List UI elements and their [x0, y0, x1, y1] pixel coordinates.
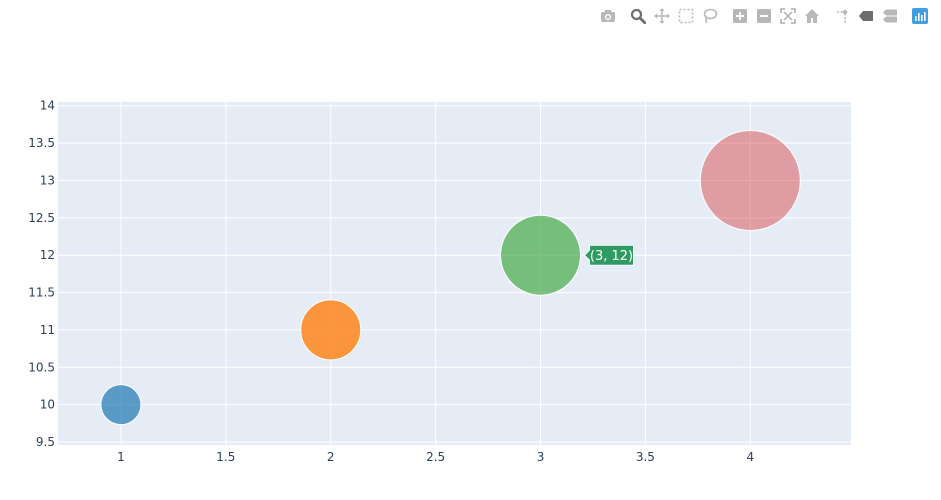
box-select-icon [678, 8, 694, 24]
modebar-group [593, 7, 617, 25]
hover-label-box [583, 244, 635, 266]
reset-axes-button[interactable] [803, 7, 821, 25]
spike-lines-button[interactable] [833, 7, 851, 25]
spike-lines-icon [837, 9, 848, 23]
camera-icon [601, 10, 615, 22]
box-select-button[interactable] [677, 7, 695, 25]
x-tick-label: 2 [327, 450, 335, 464]
y-tick-label: 14 [40, 99, 55, 113]
y-tick-label: 13 [40, 173, 55, 187]
hover-compare-button[interactable] [881, 7, 899, 25]
bubble-point[interactable] [100, 384, 142, 426]
zoom-out-icon [757, 9, 771, 23]
lasso-select-button[interactable] [701, 7, 719, 25]
y-tick-label: 11.5 [28, 286, 55, 300]
bubble-point[interactable] [500, 214, 582, 296]
y-tick-label: 12 [40, 248, 55, 262]
zoom-button[interactable] [629, 7, 647, 25]
pan-icon [654, 8, 670, 24]
zoom-in-button[interactable] [731, 7, 749, 25]
x-tick-label: 2.5 [426, 450, 445, 464]
modebar-group [905, 7, 929, 25]
reset-axes-icon [805, 9, 819, 23]
modebar-group [827, 7, 899, 25]
hover-closest-button[interactable] [857, 7, 875, 25]
hover-compare-icon [883, 9, 897, 23]
modebar [593, 6, 929, 26]
x-tick-label: 1.5 [216, 450, 235, 464]
bubble-point[interactable] [699, 129, 801, 231]
modebar-group [623, 7, 719, 25]
bubble-point[interactable] [300, 299, 362, 361]
plotly-logo-button[interactable] [911, 7, 929, 25]
camera-button[interactable] [599, 7, 617, 25]
plot-area [58, 102, 851, 445]
y-tick-label: 13.5 [28, 136, 55, 150]
autoscale-icon [780, 8, 796, 24]
x-tick-label: 4 [746, 450, 754, 464]
zoom-out-button[interactable] [755, 7, 773, 25]
autoscale-button[interactable] [779, 7, 797, 25]
y-tick-label: 12.5 [28, 211, 55, 225]
modebar-group [725, 7, 821, 25]
zoom-icon [630, 8, 646, 24]
pan-button[interactable] [653, 7, 671, 25]
x-tick-label: 1 [117, 450, 125, 464]
lasso-select-icon [703, 8, 718, 24]
y-axis-ticks: 9.5 10 10.5 11 11.5 12 12.5 13 13.5 14 [28, 99, 55, 449]
x-tick-label: 3 [537, 450, 545, 464]
hover-label-text: (3, 12) [590, 249, 633, 264]
x-tick-label: 3.5 [636, 450, 655, 464]
y-tick-label: 11 [40, 323, 55, 337]
zoom-in-icon [733, 9, 747, 23]
y-tick-label: 10 [40, 398, 55, 412]
plotly-logo-icon [912, 8, 928, 24]
data-points [100, 129, 801, 426]
hover-label: (3, 12) [583, 244, 635, 266]
x-axis-ticks: 1 1.5 2 2.5 3 3.5 4 [117, 450, 754, 464]
y-tick-label: 9.5 [36, 435, 55, 449]
y-tick-label: 10.5 [28, 360, 55, 374]
hover-closest-icon [859, 11, 873, 21]
